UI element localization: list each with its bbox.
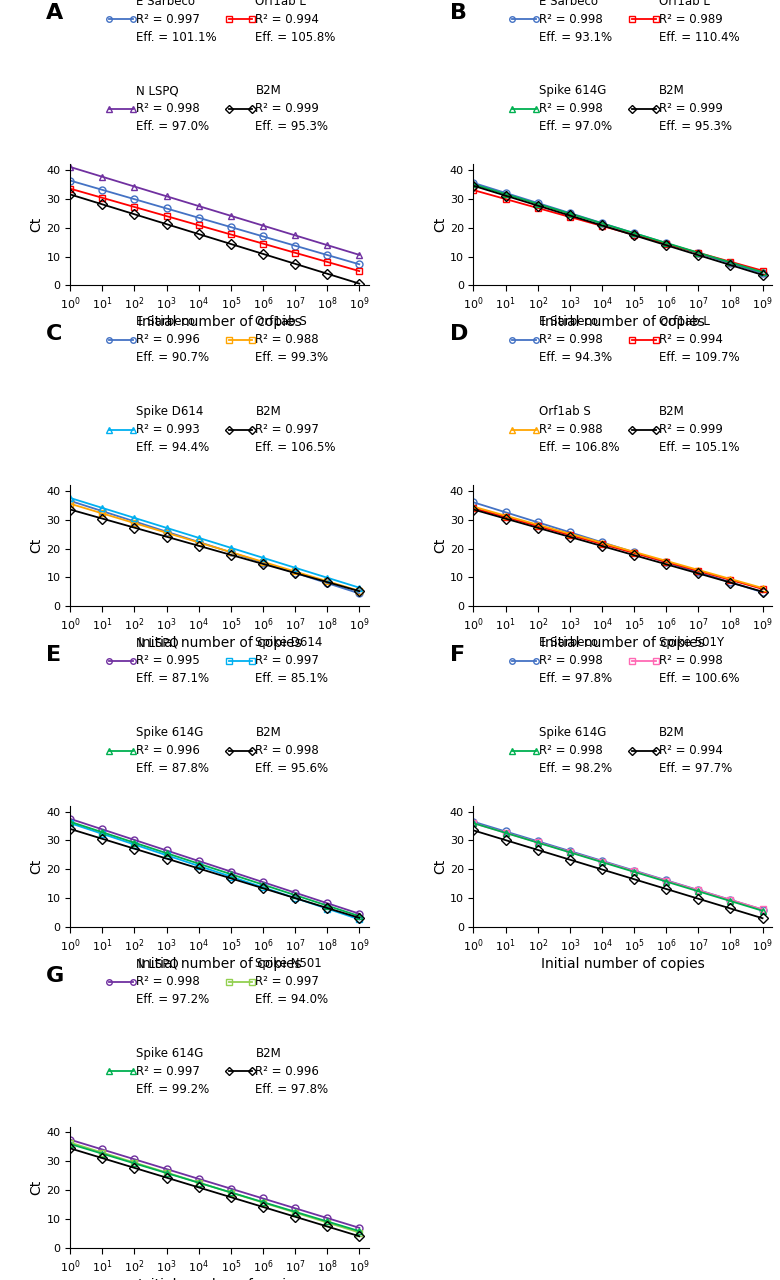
Text: N LSPQ
R² = 0.998
Eff. = 97.2%: N LSPQ R² = 0.998 Eff. = 97.2% (136, 957, 209, 1006)
Text: Spike D614
R² = 0.993
Eff. = 94.4%: Spike D614 R² = 0.993 Eff. = 94.4% (136, 406, 209, 454)
Text: N LSPQ
R² = 0.995
Eff. = 87.1%: N LSPQ R² = 0.995 Eff. = 87.1% (136, 636, 209, 685)
Text: E: E (46, 645, 62, 666)
Y-axis label: Ct: Ct (30, 538, 44, 553)
Text: Orf1ab L
R² = 0.994
Eff. = 105.8%: Orf1ab L R² = 0.994 Eff. = 105.8% (255, 0, 335, 44)
Text: N LSPQ
R² = 0.998
Eff. = 97.0%: N LSPQ R² = 0.998 Eff. = 97.0% (136, 84, 209, 133)
Text: Orf1ab L
R² = 0.989
Eff. = 110.4%: Orf1ab L R² = 0.989 Eff. = 110.4% (658, 0, 739, 44)
X-axis label: Initial number of copies: Initial number of copies (541, 957, 704, 972)
Text: Orf1ab L
R² = 0.994
Eff. = 109.7%: Orf1ab L R² = 0.994 Eff. = 109.7% (658, 315, 739, 365)
Text: Spike D614
R² = 0.997
Eff. = 85.1%: Spike D614 R² = 0.997 Eff. = 85.1% (255, 636, 328, 685)
Y-axis label: Ct: Ct (30, 218, 44, 233)
X-axis label: Initial number of copies: Initial number of copies (541, 315, 704, 329)
Text: B2M
R² = 0.999
Eff. = 95.3%: B2M R² = 0.999 Eff. = 95.3% (255, 84, 328, 133)
Text: Spike 614G
R² = 0.997
Eff. = 99.2%: Spike 614G R² = 0.997 Eff. = 99.2% (136, 1047, 209, 1096)
Text: B2M
R² = 0.999
Eff. = 105.1%: B2M R² = 0.999 Eff. = 105.1% (658, 406, 739, 454)
Text: B2M
R² = 0.999
Eff. = 95.3%: B2M R² = 0.999 Eff. = 95.3% (658, 84, 732, 133)
Y-axis label: Ct: Ct (30, 859, 44, 874)
Text: E Sarbeco
R² = 0.997
Eff. = 101.1%: E Sarbeco R² = 0.997 Eff. = 101.1% (136, 0, 217, 44)
Text: B: B (449, 4, 466, 23)
Y-axis label: Ct: Ct (433, 218, 447, 233)
Text: Orf1ab S
R² = 0.988
Eff. = 99.3%: Orf1ab S R² = 0.988 Eff. = 99.3% (255, 315, 328, 365)
Text: B2M
R² = 0.996
Eff. = 97.8%: B2M R² = 0.996 Eff. = 97.8% (255, 1047, 328, 1096)
Text: Spike 614G
R² = 0.998
Eff. = 98.2%: Spike 614G R² = 0.998 Eff. = 98.2% (539, 726, 612, 776)
Y-axis label: Ct: Ct (433, 538, 447, 553)
X-axis label: Initial number of copies: Initial number of copies (138, 636, 301, 650)
Text: B2M
R² = 0.998
Eff. = 95.6%: B2M R² = 0.998 Eff. = 95.6% (255, 726, 328, 776)
Text: B2M
R² = 0.994
Eff. = 97.7%: B2M R² = 0.994 Eff. = 97.7% (658, 726, 732, 776)
Y-axis label: Ct: Ct (30, 1180, 44, 1196)
X-axis label: Initial number of copies: Initial number of copies (138, 1277, 301, 1280)
Text: E Sarbeco
R² = 0.996
Eff. = 90.7%: E Sarbeco R² = 0.996 Eff. = 90.7% (136, 315, 209, 365)
X-axis label: Initial number of copies: Initial number of copies (541, 636, 704, 650)
Text: A: A (46, 4, 63, 23)
Text: Spike 501Y
R² = 0.998
Eff. = 100.6%: Spike 501Y R² = 0.998 Eff. = 100.6% (658, 636, 739, 685)
Text: C: C (46, 324, 62, 344)
Text: E Sarbeco
R² = 0.998
Eff. = 97.8%: E Sarbeco R² = 0.998 Eff. = 97.8% (539, 636, 612, 685)
Text: G: G (46, 966, 65, 986)
Y-axis label: Ct: Ct (433, 859, 447, 874)
Text: Spike 614G
R² = 0.998
Eff. = 97.0%: Spike 614G R² = 0.998 Eff. = 97.0% (539, 84, 612, 133)
Text: F: F (449, 645, 465, 666)
X-axis label: Initial number of copies: Initial number of copies (138, 957, 301, 972)
Text: E Sarbeco
R² = 0.998
Eff. = 93.1%: E Sarbeco R² = 0.998 Eff. = 93.1% (539, 0, 612, 44)
Text: E Sarbeco
R² = 0.998
Eff. = 94.3%: E Sarbeco R² = 0.998 Eff. = 94.3% (539, 315, 612, 365)
X-axis label: Initial number of copies: Initial number of copies (138, 315, 301, 329)
Text: D: D (449, 324, 468, 344)
Text: Spike 614G
R² = 0.996
Eff. = 87.8%: Spike 614G R² = 0.996 Eff. = 87.8% (136, 726, 209, 776)
Text: Orf1ab S
R² = 0.988
Eff. = 106.8%: Orf1ab S R² = 0.988 Eff. = 106.8% (539, 406, 619, 454)
Text: Spike N501
R² = 0.997
Eff. = 94.0%: Spike N501 R² = 0.997 Eff. = 94.0% (255, 957, 328, 1006)
Text: B2M
R² = 0.997
Eff. = 106.5%: B2M R² = 0.997 Eff. = 106.5% (255, 406, 336, 454)
